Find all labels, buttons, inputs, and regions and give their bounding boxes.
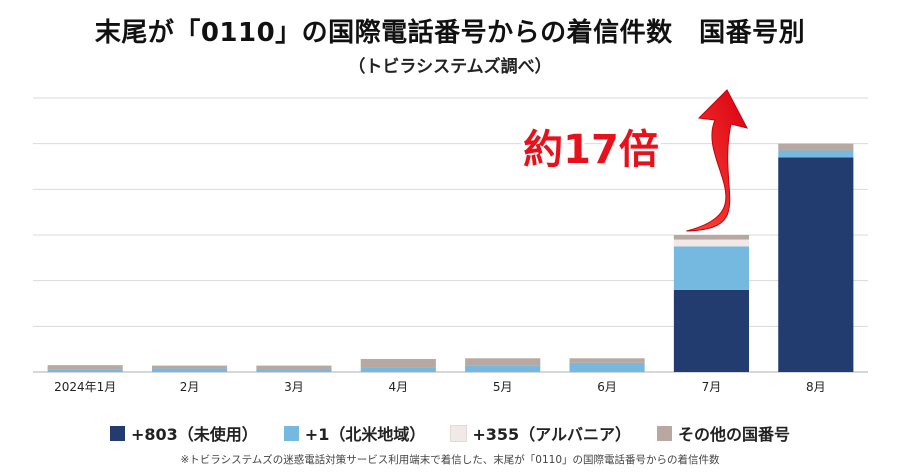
x-tick-label: 3月 [284,380,304,394]
legend-swatch [109,425,125,441]
chart-title: 末尾が「0110」の国際電話番号からの着信件数 国番号別 [94,18,806,48]
bar-segment [47,369,123,372]
x-tick-label: 6月 [597,380,617,394]
legend-label: +355（アルバニア） [472,425,631,444]
bar-segment [151,365,228,369]
bar-segment [465,365,541,372]
bar-segment [151,368,228,372]
bar-segment [778,143,854,151]
bar-segment [360,367,436,372]
legend-swatch [657,425,672,441]
stacked-bar-chart: 2024年1月 2月 3月 4月 5月 6月 7月 8月 約17倍 [33,89,868,394]
bar-segment [673,246,750,290]
x-tick-label: 7月 [702,380,722,394]
bar-segment [673,235,750,240]
footnote: ※トビラシステムズの迷惑電話対策サービス利用端末で着信した、末尾が「0110」の… [180,454,720,466]
x-tick-label: 8月 [806,380,826,394]
bar-segment [673,289,750,372]
legend-swatch [450,424,468,442]
bar-segment [778,150,854,158]
chart-legend: +803（未使用） +1（北米地域） +355（アルバニア） その他の国番号 [0,421,900,445]
legend-label: +1（北米地域） [304,425,426,444]
bar-segment [569,358,645,363]
growth-arrow [686,89,748,232]
bar-segment [569,362,645,372]
chart-subtitle: （トビラシステムズ調べ） [348,57,552,77]
bar-segment [256,369,332,372]
bar-segment [360,358,436,368]
legend-item: その他の国番号 [657,421,790,445]
bar-segment [256,365,332,370]
bar-segment [465,358,541,366]
x-tick-label: 2月 [180,380,200,394]
x-tick-label: 2024年1月 [54,380,116,394]
legend-label: その他の国番号 [678,425,791,444]
x-tick-label: 4月 [388,380,408,394]
growth-annotation-label: 約17倍 [523,127,659,173]
legend-item: +355（アルバニア） [450,421,631,445]
bar-segment [673,239,750,247]
legend-item: +803（未使用） [109,421,258,445]
x-tick-label: 5月 [493,380,513,394]
legend-swatch [283,425,299,441]
bar-segment [778,157,854,372]
legend-item: +1（北米地域） [283,421,426,445]
bar-segment [47,365,123,370]
legend-label: +803（未使用） [130,425,258,444]
